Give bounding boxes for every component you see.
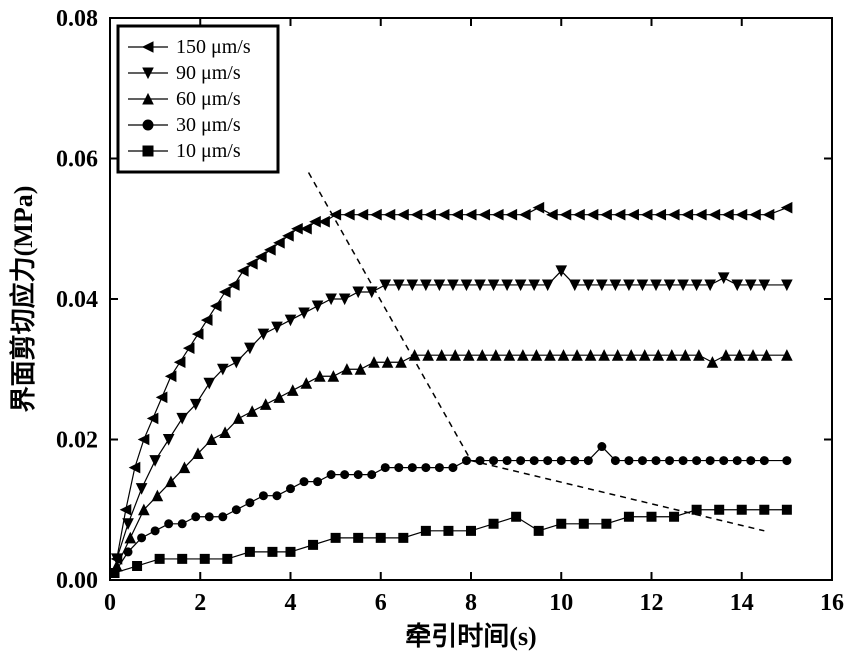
series-30μm/s xyxy=(111,443,791,577)
svg-text:0.02: 0.02 xyxy=(56,428,98,454)
svg-text:6: 6 xyxy=(375,590,387,616)
legend-label: 90 μm/s xyxy=(176,62,241,84)
legend-label: 30 μm/s xyxy=(176,114,241,136)
svg-text:10: 10 xyxy=(549,590,573,616)
svg-text:0.00: 0.00 xyxy=(56,568,98,594)
legend-label: 10 μm/s xyxy=(176,140,241,162)
svg-text:0.08: 0.08 xyxy=(56,6,98,32)
svg-text:0.06: 0.06 xyxy=(56,147,98,173)
chart-svg: 0 2 4 6 8 10 12 14 16 0.00 0.02 0.04 0.06 0.08 牵引时间(s)… xyxy=(0,0,864,664)
series-150μm/s xyxy=(112,203,792,564)
svg-text:4: 4 xyxy=(285,590,297,616)
svg-text:0: 0 xyxy=(104,590,116,616)
chart-container: 0 2 4 6 8 10 12 14 16 0.00 0.02 0.04 0.06 0.08 牵引时间(s)… xyxy=(0,0,864,664)
svg-text:0.04: 0.04 xyxy=(56,287,98,313)
legend-label: 150 μm/s xyxy=(176,36,251,58)
svg-text:12: 12 xyxy=(640,590,664,616)
legend: 150 μm/s 90 μm/s 60 μm/s 30 μm/s 10 μm/s xyxy=(118,26,278,172)
svg-text:2: 2 xyxy=(194,590,206,616)
legend-label: 60 μm/s xyxy=(176,88,241,110)
svg-text:14: 14 xyxy=(730,590,754,616)
series-group xyxy=(110,173,792,578)
y-axis-label: 界面剪切应力(MPa) xyxy=(8,186,38,413)
svg-text:8: 8 xyxy=(465,590,477,616)
x-axis-label: 牵引时间(s) xyxy=(405,622,536,651)
svg-text:16: 16 xyxy=(820,590,844,616)
